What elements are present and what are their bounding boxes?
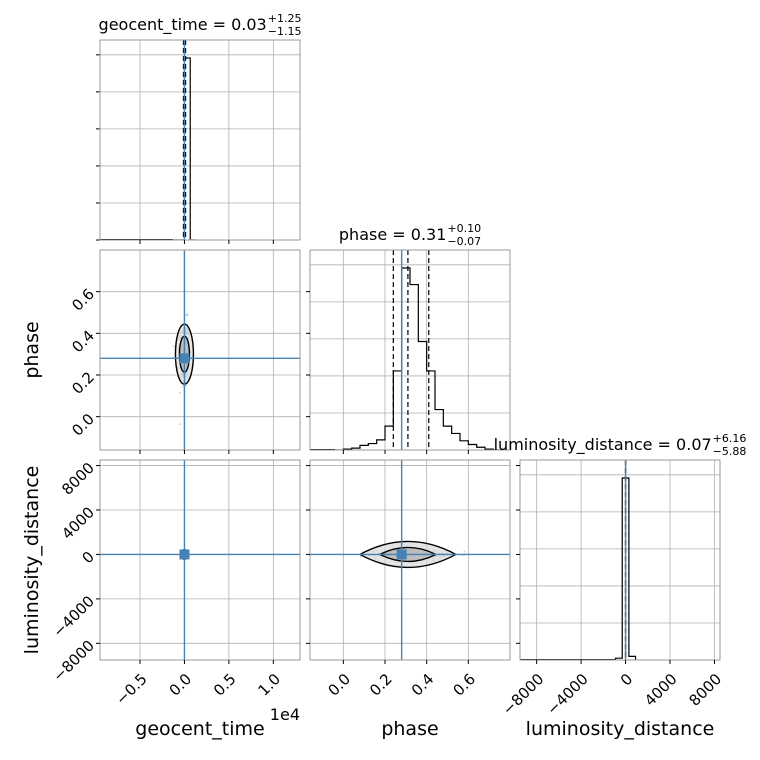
x-tick-label: 0.2: [366, 670, 396, 700]
sample-point: [185, 312, 188, 315]
x-tick-label: 1.0: [254, 670, 284, 700]
x-tick-label: −4000: [543, 670, 592, 719]
y-axis-label-luminosity_distance: luminosity_distance: [21, 466, 43, 655]
title-phase: phase = 0.31 +0.10−0.07: [339, 222, 481, 248]
panel-frame: [99, 39, 301, 241]
title-sup: +1.25: [268, 12, 302, 25]
y-tick-label: 4000: [58, 503, 98, 543]
hist-panel-geocent_time: [96, 39, 301, 244]
sample-point: [179, 391, 182, 394]
panel-frame: [519, 459, 721, 661]
panel-phase-vs-luminosity_distance: 0.0 0.2 0.4 0.6: [306, 459, 511, 700]
title-main: phase = 0.31: [339, 225, 446, 244]
sample-point: [185, 384, 188, 387]
plot-area: [310, 250, 502, 450]
y-tick-label: 0.6: [68, 285, 98, 315]
y-tick-label: 0.0: [68, 410, 98, 440]
plot-area: [310, 460, 510, 660]
sample-point: [179, 423, 182, 426]
truth-marker: [179, 353, 190, 364]
y-tick-label: 0.2: [68, 368, 98, 398]
truth-marker: [396, 549, 407, 560]
title-sup: +0.10: [447, 222, 481, 235]
sample-point: [185, 314, 188, 317]
sample-point: [181, 385, 184, 388]
y-tick-label: −4000: [49, 592, 98, 641]
y-axis-label-phase: phase: [21, 321, 43, 378]
x-tick-label: 0: [617, 670, 636, 689]
sample-point: [172, 345, 175, 348]
x-tick-label: 0.5: [210, 670, 240, 700]
truth-marker: [179, 549, 190, 560]
x-tick-label: 0.4: [408, 670, 438, 700]
y-tick-label: 0.4: [68, 327, 98, 357]
title-sub: −1.15: [268, 25, 302, 38]
x-axis-label-luminosity_distance: luminosity_distance: [526, 718, 715, 740]
x-axis-label-phase: phase: [381, 718, 438, 740]
panel-frame: [309, 249, 511, 451]
y-tick-label: 8000: [58, 459, 98, 499]
title-sup: +6.16: [713, 432, 747, 445]
plot-area: [100, 460, 300, 660]
x-tick-label: 0.6: [449, 670, 479, 700]
panel-frame: [99, 459, 301, 661]
x-tick-label: 8000: [685, 670, 725, 710]
sample-point: [463, 550, 466, 553]
y-tick-label: 0: [79, 548, 98, 567]
plot-area: [100, 40, 196, 240]
panel-geocent_time-vs-phase: 0.0 0.2 0.4 0.6: [68, 249, 301, 454]
x-tick-label: 0.0: [324, 670, 354, 700]
y-tick-label: −8000: [49, 637, 98, 686]
title-main: luminosity_distance = 0.07: [494, 435, 712, 455]
title-sub: −5.88: [713, 445, 747, 458]
sample-point: [187, 314, 190, 317]
title-geocent_time: geocent_time = 0.03 +1.25−1.15: [99, 12, 302, 38]
hist-panel-phase: [306, 249, 511, 454]
title-luminosity_distance: luminosity_distance = 0.07 +6.16−5.88: [494, 432, 747, 458]
panel-frame: [309, 459, 511, 661]
x-tick-label: −8000: [499, 670, 548, 719]
x-tick-label: 4000: [641, 670, 681, 710]
histogram: [335, 267, 502, 450]
x-tick-label: −0.5: [112, 670, 150, 708]
plot-area: [100, 250, 300, 450]
panel-frame: [99, 249, 301, 451]
plot-area: [520, 460, 637, 660]
x-axis-label-geocent_time: geocent_time: [135, 718, 264, 740]
hist-panel-luminosity_distance: −8000−4000 0 4000 8000: [499, 459, 725, 719]
x-tick-label: 0.0: [166, 670, 196, 700]
x-offset-text: 1e4: [270, 705, 300, 724]
title-sub: −0.07: [447, 235, 481, 248]
title-main: geocent_time = 0.03: [99, 15, 267, 35]
